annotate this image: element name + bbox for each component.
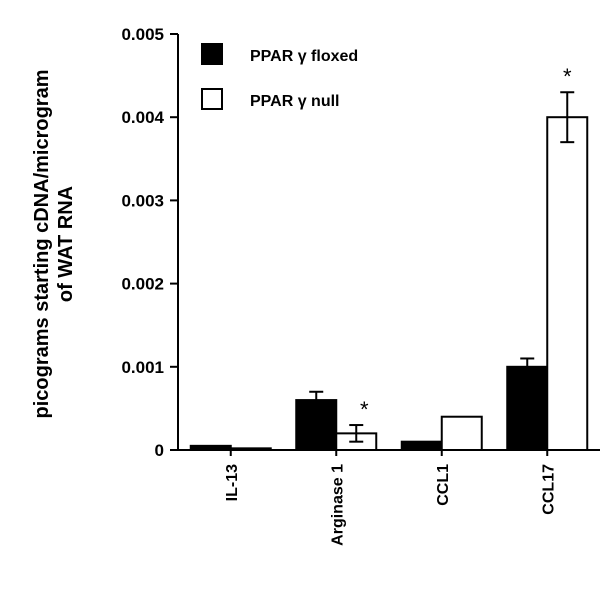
legend-label-0: PPAR γ floxed [250, 48, 358, 65]
bars: ** [189, 64, 589, 451]
bar-null-2 [440, 415, 483, 451]
bar-floxed-1 [295, 399, 338, 451]
significance-marker-1-3: * [563, 64, 572, 89]
significance-marker-1-1: * [360, 397, 369, 422]
bar-floxed-0 [189, 444, 232, 451]
y-axis-label: picograms starting cDNA/microgram of WAT… [31, 70, 77, 419]
bar-floxed-3 [506, 365, 549, 451]
bar-null-0 [229, 447, 272, 451]
y-tick-label-5: 0.005 [121, 25, 164, 44]
axes: 0 0.001 0.002 0.003 0.004 0.005 IL-13 Arginase … [121, 25, 600, 546]
x-tick-label-0: IL-13 [224, 464, 241, 501]
y-axis-label-line-1: picograms starting cDNA/microgram [31, 70, 53, 419]
legend-swatch-1 [201, 88, 223, 110]
y-tick-label-2: 0.002 [121, 275, 164, 294]
x-tick-label-2: CCL1 [435, 464, 452, 506]
x-tick-label-1: Arginase 1 [329, 464, 346, 546]
legend-label-1: PPAR γ null [250, 93, 340, 110]
x-tick-label-3: CCL17 [540, 464, 557, 515]
y-tick-label-4: 0.004 [121, 108, 164, 127]
legend: PPAR γ floxed PPAR γ null [201, 43, 358, 110]
y-tick-label-1: 0.001 [121, 358, 164, 377]
legend-swatch-0 [201, 43, 223, 65]
y-axis-label-line-2: of WAT RNA [55, 186, 77, 302]
y-tick-label-3: 0.003 [121, 191, 164, 210]
y-tick-label-0: 0 [155, 441, 164, 460]
bar-null-3 [546, 116, 589, 451]
bar-floxed-2 [400, 440, 443, 451]
